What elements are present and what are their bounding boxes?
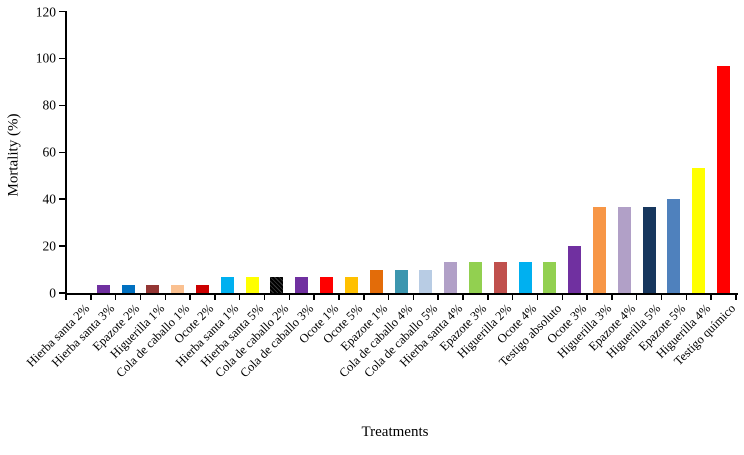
- x-axis-line: [64, 293, 738, 295]
- x-tick: [487, 295, 489, 300]
- x-tick: [660, 295, 663, 300]
- bar: [692, 167, 706, 293]
- bar: [320, 277, 334, 293]
- bar: [419, 269, 433, 293]
- bar: [394, 269, 408, 293]
- bar: [468, 261, 482, 293]
- bar: [146, 285, 160, 293]
- bar: [195, 285, 209, 293]
- y-tick: [58, 292, 65, 294]
- bar: [593, 206, 607, 293]
- x-tick: [288, 295, 291, 300]
- y-tick: [58, 151, 65, 153]
- x-tick: [586, 295, 588, 300]
- x-tick: [189, 295, 191, 300]
- bar: [642, 206, 656, 293]
- bar: [543, 261, 557, 293]
- bar: [96, 285, 110, 293]
- y-tick: [58, 10, 65, 13]
- x-tick: [437, 295, 439, 300]
- y-tick: [58, 245, 65, 247]
- x-tick: [263, 295, 266, 300]
- x-tick: [90, 295, 92, 300]
- y-tick: [58, 57, 65, 60]
- y-tick-label: 60: [42, 144, 57, 160]
- bar: [518, 261, 532, 293]
- x-tick: [412, 295, 415, 300]
- y-axis-line: [64, 11, 67, 295]
- bar: [493, 261, 507, 293]
- bar: [667, 199, 681, 293]
- x-tick: [561, 295, 564, 300]
- bar: [270, 277, 284, 293]
- x-tick: [511, 295, 514, 300]
- x-tick: [363, 295, 365, 300]
- y-tick-label: 80: [42, 97, 57, 113]
- bar: [369, 269, 383, 293]
- bar: [617, 206, 631, 293]
- y-tick-label: 40: [42, 191, 57, 207]
- bar: [220, 277, 234, 293]
- x-tick: [238, 295, 241, 300]
- bar: [121, 285, 135, 293]
- x-tick: [462, 295, 464, 300]
- y-tick-label: 20: [42, 238, 57, 254]
- bar: [717, 66, 731, 293]
- bar: [171, 285, 185, 293]
- bar: [295, 277, 309, 293]
- x-axis-title: Treatments: [361, 424, 429, 440]
- bar: [344, 277, 358, 293]
- x-tick: [710, 295, 712, 300]
- x-tick: [338, 295, 340, 300]
- y-tick-label: 100: [35, 50, 56, 66]
- x-tick: [611, 295, 613, 300]
- x-tick: [65, 295, 67, 300]
- y-tick: [58, 104, 65, 107]
- x-tick: [139, 295, 142, 300]
- x-tick: [164, 295, 166, 300]
- x-tick: [685, 295, 688, 300]
- x-tick: [635, 295, 638, 300]
- bar: [568, 246, 582, 293]
- x-tick: [313, 295, 315, 300]
- y-tick-label: 120: [35, 3, 56, 19]
- y-tick: [58, 198, 65, 200]
- y-tick-label: 0: [49, 285, 56, 301]
- x-tick: [387, 295, 390, 300]
- x-tick: [735, 295, 737, 300]
- bar: [444, 261, 458, 293]
- bar: [245, 277, 259, 293]
- x-tick: [114, 295, 117, 300]
- x-tick: [214, 295, 216, 300]
- x-tick: [536, 295, 539, 300]
